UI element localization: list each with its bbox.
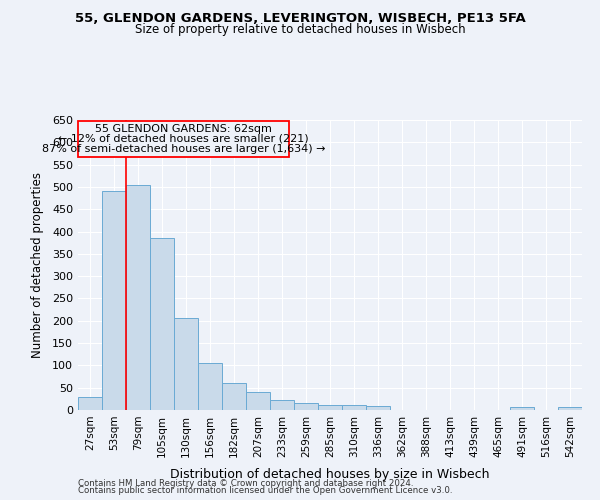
Text: Size of property relative to detached houses in Wisbech: Size of property relative to detached ho… [134,24,466,36]
Bar [342,405,366,410]
Bar [222,383,246,410]
Bar [510,407,534,410]
Bar [198,363,222,410]
Text: 55 GLENDON GARDENS: 62sqm: 55 GLENDON GARDENS: 62sqm [95,124,272,134]
Y-axis label: Number of detached properties: Number of detached properties [31,172,44,358]
X-axis label: Distribution of detached houses by size in Wisbech: Distribution of detached houses by size … [170,468,490,481]
Bar [558,408,582,410]
Bar [174,318,198,410]
Bar [270,400,294,410]
Text: 87% of semi-detached houses are larger (1,634) →: 87% of semi-detached houses are larger (… [42,144,325,154]
Text: Contains public sector information licensed under the Open Government Licence v3: Contains public sector information licen… [78,486,452,495]
Bar [126,184,150,410]
Bar [102,192,126,410]
Bar [78,396,102,410]
Bar [150,238,174,410]
Bar [318,404,342,410]
FancyBboxPatch shape [78,121,289,156]
Text: ← 12% of detached houses are smaller (221): ← 12% of detached houses are smaller (22… [58,134,309,143]
Bar [246,392,270,410]
Text: Contains HM Land Registry data © Crown copyright and database right 2024.: Contains HM Land Registry data © Crown c… [78,478,413,488]
Bar [294,404,318,410]
Text: 55, GLENDON GARDENS, LEVERINGTON, WISBECH, PE13 5FA: 55, GLENDON GARDENS, LEVERINGTON, WISBEC… [74,12,526,26]
Bar [366,406,390,410]
